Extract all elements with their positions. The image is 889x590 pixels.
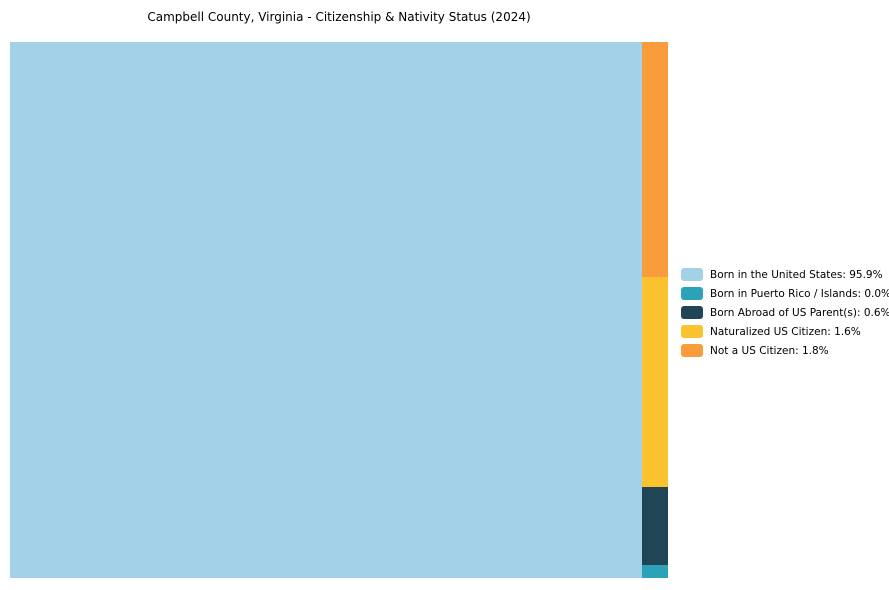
legend-label: Born in Puerto Rico / Islands: 0.0% (710, 287, 889, 300)
treemap-tile-born-in-the-united-states (10, 42, 642, 578)
treemap-tile-born-abroad-of-us-parent-s (641, 486, 668, 565)
legend-swatch-not-citizen (681, 344, 703, 357)
legend-swatch-born-puerto-rico (681, 287, 703, 300)
chart-legend: Born in the United States: 95.9% Born in… (681, 265, 889, 360)
chart-title: Campbell County, Virginia - Citizenship … (147, 10, 531, 24)
legend-swatch-born-abroad (681, 306, 703, 319)
treemap-plot (10, 42, 668, 578)
legend-item: Born in Puerto Rico / Islands: 0.0% (681, 284, 889, 303)
legend-item: Born in the United States: 95.9% (681, 265, 889, 284)
legend-swatch-naturalized (681, 325, 703, 338)
legend-label: Born in the United States: 95.9% (710, 268, 883, 281)
legend-item: Not a US Citizen: 1.8% (681, 341, 889, 360)
treemap-tile-not-a-us-citizen (641, 42, 668, 278)
treemap-tile-born-in-puerto-rico-islands (641, 565, 668, 578)
legend-label: Naturalized US Citizen: 1.6% (710, 325, 861, 338)
legend-item: Born Abroad of US Parent(s): 0.6% (681, 303, 889, 322)
legend-label: Born Abroad of US Parent(s): 0.6% (710, 306, 889, 319)
legend-item: Naturalized US Citizen: 1.6% (681, 322, 889, 341)
treemap-tile-naturalized-us-citizen (641, 277, 668, 487)
legend-label: Not a US Citizen: 1.8% (710, 344, 829, 357)
legend-swatch-born-in-us (681, 268, 703, 281)
